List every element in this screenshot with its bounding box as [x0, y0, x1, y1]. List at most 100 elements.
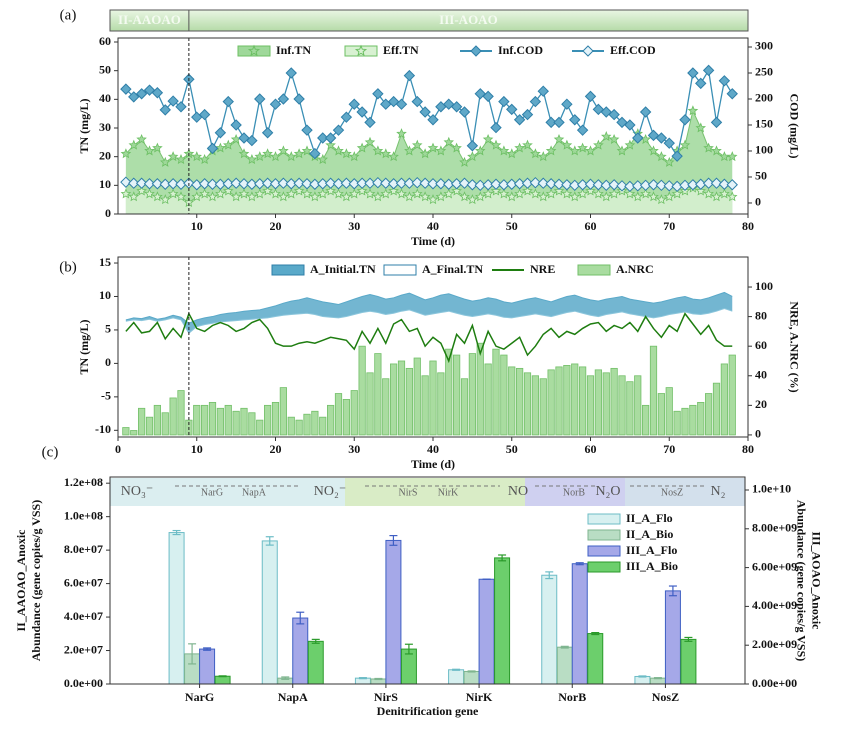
bar: [594, 369, 602, 436]
star-marker: [719, 188, 730, 199]
star-marker: [293, 148, 305, 159]
star-marker: [443, 136, 454, 147]
diamond-marker: [584, 178, 597, 190]
diamond-marker: [285, 67, 297, 79]
star-marker: [569, 191, 580, 202]
bar: [311, 410, 319, 436]
bar: [523, 372, 532, 436]
x-tick-label: 70: [663, 219, 675, 233]
diamond-marker: [710, 177, 723, 189]
legend-swatch: [383, 264, 417, 276]
y2-tick-label: 1.0e+10: [752, 482, 791, 496]
star-marker: [608, 133, 620, 144]
legend-swatch: [271, 264, 305, 276]
bar: [224, 404, 232, 436]
y2-tick-label: 0: [755, 195, 761, 209]
star-marker: [711, 191, 722, 202]
panel-label: (c): [42, 444, 59, 460]
star-marker: [246, 153, 258, 165]
error-bar: [452, 668, 461, 671]
diamond-marker: [340, 177, 353, 189]
diamond-marker: [710, 116, 723, 129]
star-marker: [286, 188, 297, 199]
bar: [460, 378, 469, 436]
star-marker: [349, 188, 360, 199]
star-marker: [451, 142, 462, 153]
x-tick-label: 30: [348, 442, 360, 456]
bar: [681, 407, 689, 436]
bar: [168, 532, 185, 685]
star-marker: [215, 188, 226, 199]
x-tick-label: 40: [427, 442, 439, 456]
axis-label: COD (mg/L): [787, 94, 801, 159]
bar: [516, 367, 524, 436]
bar: [586, 375, 595, 436]
x-tick-label: 30: [348, 219, 360, 233]
diamond-marker: [592, 179, 605, 191]
diamond-marker: [167, 95, 179, 107]
diamond-marker: [395, 98, 408, 110]
x-tick-label: NarG: [185, 690, 214, 704]
legend-label: III_A_Bio: [626, 559, 678, 573]
star-marker: [120, 188, 132, 199]
bar: [122, 427, 130, 436]
diamond-marker: [663, 137, 675, 149]
bar: [208, 401, 217, 436]
bar: [342, 399, 350, 436]
pathway-gene: NirS: [399, 487, 418, 498]
bar: [130, 430, 138, 436]
y-tick-label: 30: [99, 120, 111, 134]
diamond-marker: [458, 177, 471, 189]
bar: [680, 638, 697, 685]
bar: [571, 563, 588, 685]
diamond-marker: [238, 178, 250, 190]
star-marker: [152, 191, 163, 202]
diamond-marker: [324, 132, 337, 144]
diamond-marker: [301, 178, 313, 190]
y-tick-label: 6.0e+07: [64, 575, 103, 589]
diamond-marker: [624, 119, 636, 131]
diamond-marker: [687, 67, 699, 79]
diamond-marker: [324, 177, 337, 189]
stage-label: II-AAOAO: [118, 12, 181, 27]
x-tick-label: NorB: [558, 690, 586, 704]
diamond-marker: [529, 176, 542, 189]
star-marker: [412, 139, 423, 150]
star-marker: [207, 191, 218, 202]
star-marker: [341, 191, 352, 202]
bar: [382, 378, 390, 436]
diamond-marker: [671, 150, 683, 162]
star-marker: [475, 191, 486, 202]
pathway-band: [345, 478, 525, 506]
bar: [508, 366, 516, 436]
bar: [634, 375, 642, 436]
star-marker: [356, 185, 368, 196]
bar: [437, 372, 445, 436]
diamond-marker: [679, 114, 691, 126]
star-marker: [671, 188, 683, 199]
star-marker: [262, 185, 273, 196]
area-fill: [125, 188, 733, 214]
y2-tick-label: 4.00e+09: [752, 598, 797, 612]
star-marker: [569, 145, 580, 156]
pathway-gene: NosZ: [661, 487, 683, 498]
diamond-marker: [466, 179, 479, 191]
star-marker: [475, 145, 486, 156]
diamond-marker: [277, 177, 290, 189]
bar: [413, 357, 421, 436]
bar: [358, 345, 366, 436]
star-marker: [490, 185, 502, 196]
star-marker: [293, 185, 305, 196]
axis-label: Abundance (gene copies/g VSS): [794, 500, 808, 661]
error-bar: [265, 536, 274, 546]
diamond-marker: [419, 106, 431, 118]
y2-tick-label: 2.00e+09: [752, 637, 797, 651]
diamond-marker: [553, 178, 565, 190]
axis-label: TN (mg/L): [77, 320, 91, 375]
bar: [673, 410, 681, 436]
bar: [448, 669, 465, 685]
error-bar: [311, 638, 320, 644]
star-marker: [230, 191, 242, 202]
bar: [319, 416, 327, 436]
y2-tick-label: 150: [755, 117, 773, 131]
